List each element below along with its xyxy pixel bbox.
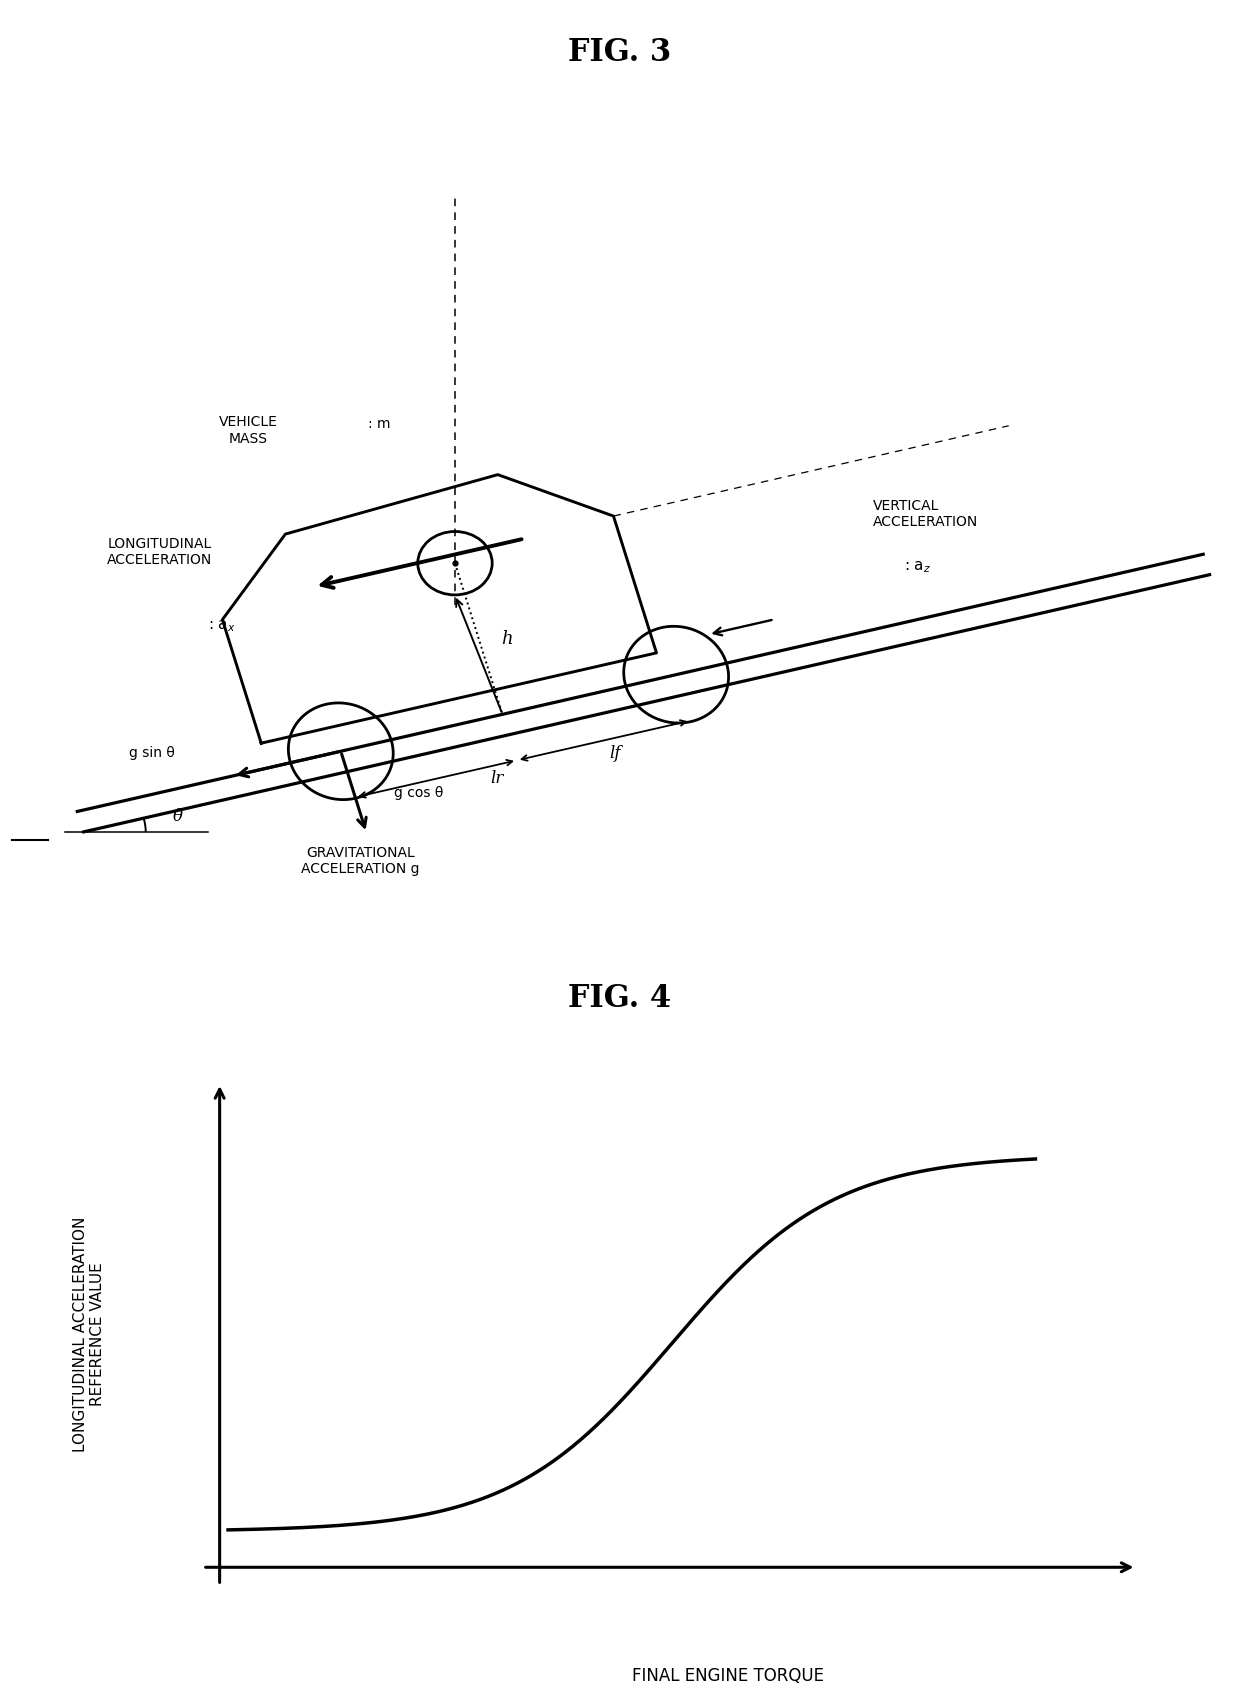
Text: θ: θ (172, 808, 184, 825)
Text: g sin θ: g sin θ (129, 745, 175, 760)
Text: LONGITUDINAL ACCELERATION
REFERENCE VALUE: LONGITUDINAL ACCELERATION REFERENCE VALU… (73, 1216, 105, 1453)
Text: LONGITUDINAL
ACCELERATION: LONGITUDINAL ACCELERATION (107, 537, 212, 568)
Text: FIG. 4: FIG. 4 (568, 984, 672, 1014)
Text: FINAL ENGINE TORQUE: FINAL ENGINE TORQUE (631, 1667, 823, 1685)
Text: h: h (501, 629, 512, 648)
Text: FIG. 3: FIG. 3 (568, 38, 672, 68)
Text: VERTICAL
ACCELERATION: VERTICAL ACCELERATION (873, 500, 978, 530)
Text: lf: lf (610, 745, 621, 762)
Text: GRAVITATIONAL
ACCELERATION g: GRAVITATIONAL ACCELERATION g (301, 846, 419, 876)
Text: : a$_z$: : a$_z$ (904, 559, 931, 575)
Text: lr: lr (491, 771, 503, 788)
Text: : a$_x$: : a$_x$ (208, 619, 236, 634)
Text: : m: : m (368, 416, 391, 431)
Text: VEHICLE
MASS: VEHICLE MASS (218, 416, 278, 445)
Text: g cos θ: g cos θ (394, 786, 443, 800)
